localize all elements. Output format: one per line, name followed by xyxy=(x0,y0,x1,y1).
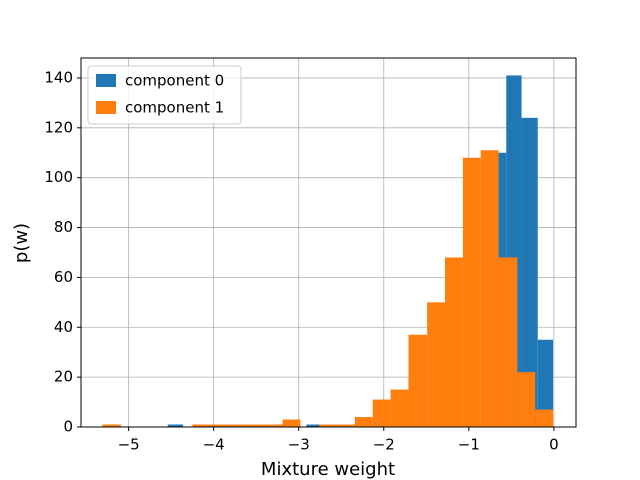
legend-box xyxy=(87,65,242,125)
x-tick-label: −1 xyxy=(458,436,480,454)
x-tick-label: −4 xyxy=(203,436,225,454)
legend-label: component 0 xyxy=(125,72,224,90)
x-tick-label: −2 xyxy=(373,436,395,454)
y-tick-label: 100 xyxy=(44,168,73,186)
ticks: −5 −4 −3 −2 −1 0 0 20 40 60 80 100 120 140 xyxy=(44,68,558,453)
histogram-bar xyxy=(390,389,409,427)
histogram-bar xyxy=(521,117,538,428)
histogram-bar xyxy=(306,424,322,427)
histogram-bar xyxy=(264,424,283,427)
histogram-bar xyxy=(408,334,428,427)
x-axis-label: Mixture weight xyxy=(261,459,395,480)
y-tick-label: 120 xyxy=(44,118,73,136)
histogram-bar xyxy=(480,150,499,427)
legend-label: component 1 xyxy=(125,99,224,117)
histogram-bar xyxy=(319,424,338,427)
y-tick-label: 0 xyxy=(63,418,73,436)
legend-swatch xyxy=(96,74,116,87)
histogram-bar xyxy=(282,419,301,427)
histogram-bar xyxy=(167,424,184,427)
plot-frame xyxy=(80,57,577,428)
histogram-bar xyxy=(337,424,355,427)
legend-swatch xyxy=(96,101,116,114)
histogram-bar xyxy=(427,302,446,427)
x-tick-label: 0 xyxy=(549,436,559,454)
y-tick-label: 40 xyxy=(54,318,73,336)
y-tick-label: 20 xyxy=(54,368,73,386)
bars xyxy=(102,75,554,428)
x-tick-label: −3 xyxy=(288,436,310,454)
y-tick-label: 80 xyxy=(54,218,73,236)
histogram-bar xyxy=(462,157,481,427)
histogram-bar xyxy=(354,417,373,427)
histogram-bar xyxy=(517,372,536,427)
y-axis-label: p(w) xyxy=(11,223,32,263)
histogram-bar xyxy=(210,424,229,427)
histogram-bar xyxy=(498,257,518,427)
histogram-bar xyxy=(537,339,554,427)
y-tick-label: 60 xyxy=(54,268,73,286)
legend: component 0 component 1 xyxy=(87,65,242,125)
histogram-bar xyxy=(102,424,121,427)
x-tick-label: −5 xyxy=(118,436,140,454)
histogram-bar xyxy=(246,424,265,427)
y-tick-label: 140 xyxy=(44,68,73,86)
histogram-bar xyxy=(372,399,391,427)
histogram-bar xyxy=(192,424,211,427)
histogram-bar xyxy=(445,257,463,427)
histogram-bar xyxy=(535,409,554,427)
histogram-bar xyxy=(228,424,247,427)
